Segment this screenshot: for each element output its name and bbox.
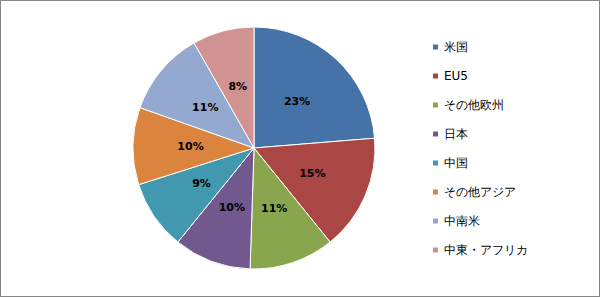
- svg-text:日本: 日本: [444, 127, 468, 141]
- svg-text:15%: 15%: [299, 167, 325, 180]
- svg-text:米国: 米国: [444, 40, 468, 54]
- svg-text:中国: 中国: [444, 156, 468, 170]
- svg-text:11%: 11%: [261, 202, 287, 215]
- svg-text:10%: 10%: [219, 201, 245, 214]
- svg-text:中東・アフリカ: 中東・アフリカ: [444, 243, 528, 257]
- svg-text:11%: 11%: [192, 101, 218, 114]
- svg-text:10%: 10%: [177, 140, 203, 153]
- svg-text:9%: 9%: [192, 177, 211, 190]
- svg-text:その他欧州: その他欧州: [444, 98, 504, 112]
- svg-text:その他アジア: その他アジア: [444, 185, 516, 199]
- svg-text:8%: 8%: [228, 80, 247, 93]
- svg-text:中南米: 中南米: [444, 214, 480, 228]
- svg-text:23%: 23%: [284, 95, 310, 108]
- svg-text:EU5: EU5: [444, 69, 468, 83]
